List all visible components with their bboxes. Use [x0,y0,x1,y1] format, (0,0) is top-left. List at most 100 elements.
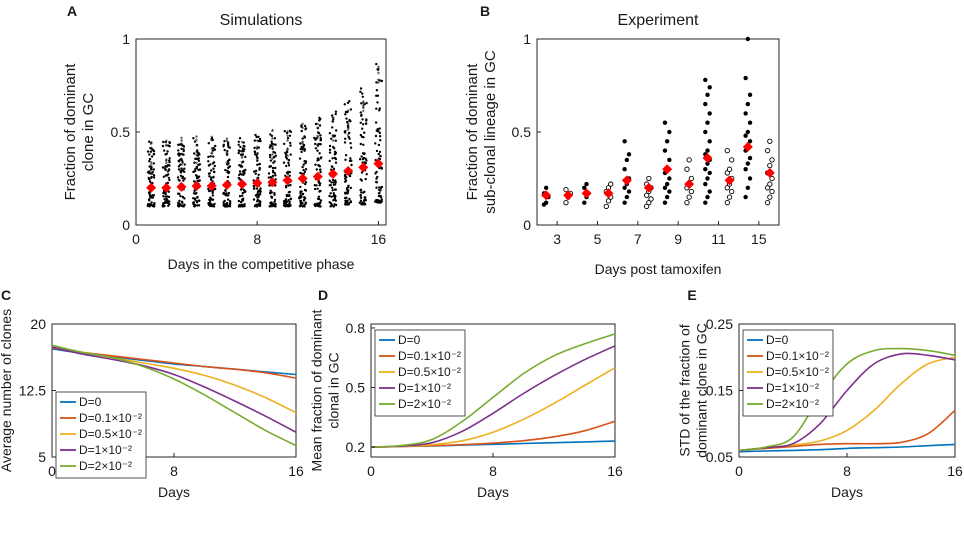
panel-a-sim-point [378,150,382,154]
panel-a-sim-point [146,204,149,207]
panel-a-sim-point [268,205,271,208]
panel-b-filled-point [667,189,672,194]
panel-a-sim-point [177,153,180,156]
panel-a-sim-point [208,175,211,178]
panel-a-sim-point [225,201,229,205]
panel-a-sim-point [226,149,229,153]
panel-a-sim-point [224,189,227,192]
panel-a-sim-point [334,199,337,202]
panel-a-sim-point [226,175,230,179]
panel-a-outlier-marker: * [331,134,334,143]
panel-a-sim-point [181,161,184,164]
panel-d-legend: D=0 D=0.1×10⁻² D=0.5×10⁻² D=1×10⁻² D=2×10⁻² [374,329,466,417]
panel-c: C 5 12.5 20 0 8 16 Days Average number of clones… [0,287,304,500]
panel-b-open-point [767,181,773,187]
panel-a-sim-point [378,127,381,130]
panel-b-filled-point [664,194,670,200]
panel-a-sim-point [162,195,165,198]
panel-a-sim-point [255,203,258,206]
panel-a-sim-point [152,204,156,207]
panel-a-sim-point [285,200,289,203]
panel-a-sim-point [348,174,352,178]
panel-a-sim-point [344,180,347,183]
panel-a-outlier-marker: * [377,77,380,86]
panel-a-sim-point [161,166,165,169]
panel-a-sim-point [209,178,213,181]
panel-c-xtick-label: 8 [170,463,178,479]
panel-a-sim-point [332,145,335,149]
panel-a-sim-point [300,150,303,154]
panel-a-sim-point [360,135,364,138]
panel-b-open-point [686,157,692,163]
panel-a-sim-point [274,166,277,170]
panel-a-sim-point [347,126,350,129]
panel-a-sim-point [193,152,196,155]
panel-b-filled-point [622,167,627,172]
panel-b-filled-point [624,157,630,163]
panel-b-filled-point [626,152,632,157]
panel-a-sim-point [344,158,347,161]
panel-a-sim-point [299,171,302,175]
panel-b-open-point [724,147,730,154]
panel-a-sim-point [300,195,303,198]
panel-a-outlier-marker: * [225,138,228,147]
panel-a-outlier-marker: * [347,119,350,128]
panel-a-sim-point [365,119,368,122]
panel-a-sim-point [179,203,182,206]
panel-a-sim-point [378,79,382,82]
panel-a-sim-point [253,146,256,150]
panel-a-sim-point [243,190,247,193]
panel-a-sim-point [319,199,323,202]
panel-a-sim-point [302,163,305,166]
panel-a-sim-point [375,186,378,189]
panel-a-sim-point [222,201,225,204]
panel-b-filled-point [662,120,668,125]
panel-a-outlier-marker: * [331,119,334,128]
panel-a-sim-point [374,158,377,162]
panel-a-sim-point [331,120,334,123]
panel-a-sim-point [272,171,275,174]
panel-a-sim-point [332,183,335,186]
panel-a-sim-point [375,89,379,92]
panel-a-sim-point [214,144,217,148]
panel-a-sim-point [364,157,367,160]
panel-a-sim-point [268,184,271,187]
panel-a-sim-point [349,108,353,111]
panel-a-sim-point [271,147,274,150]
panel-a-sim-point [375,149,379,153]
panel-b-filled-point [707,85,712,90]
panel-e-ytick-label: 0.05 [706,449,733,465]
panel-a-sim-point [376,175,379,179]
panel-a-sim-point [334,179,337,182]
panel-d-xlabel: Days [477,484,509,500]
panel-a-sim-point [316,131,320,134]
panel-a-outlier-marker: * [271,136,274,145]
panel-a-sim-point [196,149,199,152]
panel-b-open-point [688,175,695,182]
panel-c-series-line [51,344,297,447]
panel-c-legend: D=0 D=0.1×10⁻² D=0.5×10⁻² D=1×10⁻² D=2×10⁻² [55,391,147,479]
panel-a-sim-point [303,124,307,128]
panel-a-sim-point [285,164,288,168]
panel-a-sim-point [287,194,290,197]
panel-a-median-marker [237,179,248,190]
panel-a-sim-point [256,163,259,166]
panel-a-sim-point [176,192,180,195]
panel-a-sim-point [328,194,331,198]
panel-a-sim-point [228,146,231,149]
panel-a-sim-point [377,130,380,133]
panel-a-outlier-marker: * [195,134,198,143]
panel-a-sim-point [286,205,290,208]
panel-a-sim-point [168,160,171,164]
panel-a-sim-point [195,191,198,195]
panel-a-sim-point [300,145,303,149]
panel-a-sim-point [271,174,275,178]
panel-a-sim-point [195,175,199,178]
panel-a-sim-point [329,192,332,195]
panel-a-outlier-marker: * [271,128,274,137]
panel-a-outlier-marker: * [256,138,259,147]
panel-a-sim-point [166,181,170,185]
panel-a-outlier-marker: * [347,122,350,131]
panel-a-sim-point [195,200,198,203]
